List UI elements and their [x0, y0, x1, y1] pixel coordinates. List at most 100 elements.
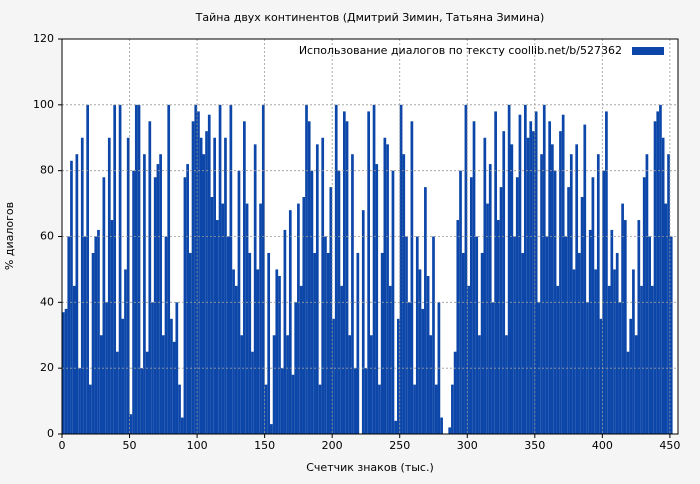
- y-tick-label: 20: [40, 361, 54, 374]
- bar: [124, 269, 127, 434]
- bar: [448, 427, 452, 434]
- bar: [599, 318, 603, 434]
- bar: [534, 111, 538, 435]
- bar: [667, 154, 670, 435]
- bar: [521, 252, 524, 434]
- bar: [94, 236, 98, 434]
- y-tick-label: 60: [40, 230, 54, 243]
- bar: [305, 104, 308, 434]
- bar: [264, 384, 268, 434]
- x-tick-label: 100: [187, 439, 208, 452]
- bar: [669, 236, 673, 434]
- bar: [515, 177, 519, 434]
- bar: [461, 252, 465, 434]
- bar: [505, 335, 508, 434]
- bar: [361, 210, 365, 434]
- bar: [78, 368, 81, 434]
- legend-label: Использование диалогов по тексту coollib…: [299, 44, 622, 57]
- bar: [607, 285, 611, 434]
- bar: [548, 121, 552, 435]
- bar: [251, 351, 254, 434]
- bar: [148, 121, 152, 435]
- bar: [288, 210, 292, 434]
- bar: [199, 137, 203, 434]
- bar: [451, 384, 454, 434]
- bar: [151, 302, 154, 434]
- bar: [583, 124, 587, 434]
- bar: [526, 137, 530, 434]
- bar: [645, 154, 649, 435]
- bar: [478, 335, 481, 434]
- x-tick-label: 150: [254, 439, 275, 452]
- bar: [650, 285, 654, 434]
- bar: [67, 236, 71, 434]
- y-tick-label: 80: [40, 164, 54, 177]
- bar: [483, 137, 487, 434]
- bar: [575, 144, 579, 435]
- x-tick-label: 200: [322, 439, 343, 452]
- bar: [480, 252, 484, 434]
- bar: [588, 229, 592, 434]
- bar: [143, 154, 146, 435]
- bar: [178, 384, 181, 434]
- bar: [578, 252, 581, 434]
- bar: [559, 131, 562, 434]
- bar: [397, 318, 400, 434]
- y-tick-label: 120: [33, 32, 54, 45]
- bar: [410, 121, 414, 435]
- bar: [167, 104, 171, 434]
- bar: [243, 121, 246, 435]
- bar: [391, 170, 395, 434]
- bar: [380, 252, 384, 434]
- bar: [496, 220, 500, 434]
- bar: [205, 131, 208, 434]
- bar: [653, 121, 657, 435]
- bar: [194, 104, 198, 434]
- bar: [467, 285, 470, 434]
- bar: [659, 104, 662, 434]
- bar: [156, 164, 160, 435]
- bar: [221, 203, 225, 434]
- chart-title: Тайна двух континентов (Дмитрий Зимин, Т…: [195, 11, 545, 24]
- bar: [434, 384, 438, 434]
- bar: [351, 154, 354, 435]
- y-tick-label: 0: [47, 427, 54, 440]
- bar: [318, 384, 322, 434]
- bar: [256, 269, 260, 434]
- bar: [326, 252, 330, 434]
- bar: [64, 308, 68, 434]
- bar: [567, 187, 570, 434]
- bar: [145, 351, 149, 434]
- bar: [364, 368, 368, 434]
- bar: [378, 384, 381, 434]
- bar: [197, 111, 200, 435]
- bar: [83, 236, 87, 434]
- bar: [605, 111, 608, 435]
- y-axis-label: % диалогов: [3, 202, 16, 270]
- x-tick-label: 50: [123, 439, 137, 452]
- bar: [183, 177, 187, 434]
- bar: [186, 164, 189, 435]
- bar: [91, 252, 95, 434]
- bar: [286, 335, 289, 434]
- bar: [261, 104, 265, 434]
- bar: [661, 137, 665, 434]
- bar: [415, 236, 419, 434]
- bar: [102, 177, 106, 434]
- bar: [240, 335, 244, 434]
- bar: [394, 420, 398, 434]
- bar: [245, 203, 249, 434]
- bar: [664, 203, 668, 434]
- bar: [107, 137, 111, 434]
- bar: [615, 252, 619, 434]
- bar: [386, 144, 389, 435]
- bar: [75, 154, 79, 435]
- bar: [634, 335, 638, 434]
- bar: [216, 220, 219, 434]
- bar: [580, 197, 584, 434]
- bar: [494, 111, 497, 435]
- bar: [99, 335, 103, 434]
- bar: [132, 170, 135, 434]
- bar: [626, 351, 630, 434]
- bar: [356, 252, 360, 434]
